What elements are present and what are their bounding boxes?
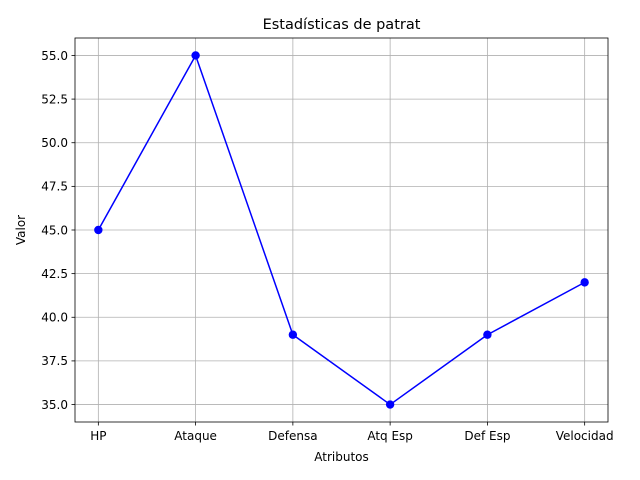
series-line: [97, 54, 586, 406]
y-tick-label: 35.0: [41, 398, 68, 412]
series-markers: [94, 51, 589, 409]
x-tick-label: Velocidad: [556, 429, 614, 443]
y-tick-label: 55.0: [41, 49, 68, 63]
y-tick-label: 40.0: [41, 311, 68, 325]
data-point: [385, 400, 395, 409]
y-tick-label: 42.5: [41, 267, 68, 281]
x-tick-label: Ataque: [174, 429, 217, 443]
series-lines: [97, 54, 586, 406]
y-tick-label: 52.5: [41, 92, 68, 106]
y-tick-label: 37.5: [41, 354, 68, 368]
x-axis-label: Atributos: [314, 450, 369, 464]
x-tick-label: Atq Esp: [367, 429, 413, 443]
chart-title: Estadísticas de patrat: [263, 17, 421, 33]
grid: [75, 38, 608, 422]
y-tick-label: 50.0: [41, 136, 68, 150]
x-tick-label: Def Esp: [464, 429, 510, 443]
y-tick-label: 45.0: [41, 223, 68, 237]
data-point: [191, 51, 200, 60]
x-tick-label: HP: [90, 429, 106, 443]
data-point: [580, 278, 589, 287]
data-point: [288, 330, 298, 339]
y-axis-label: Valor: [14, 215, 28, 245]
x-tick-label: Defensa: [268, 429, 317, 443]
plot-frame: [74, 37, 609, 423]
data-point: [483, 330, 492, 339]
y-tick-label: 47.5: [41, 180, 68, 194]
axis-ticks: HP Ataque Defensa Atq Esp Def Esp Velocidad 35…: [41, 49, 613, 443]
data-point: [94, 225, 103, 235]
